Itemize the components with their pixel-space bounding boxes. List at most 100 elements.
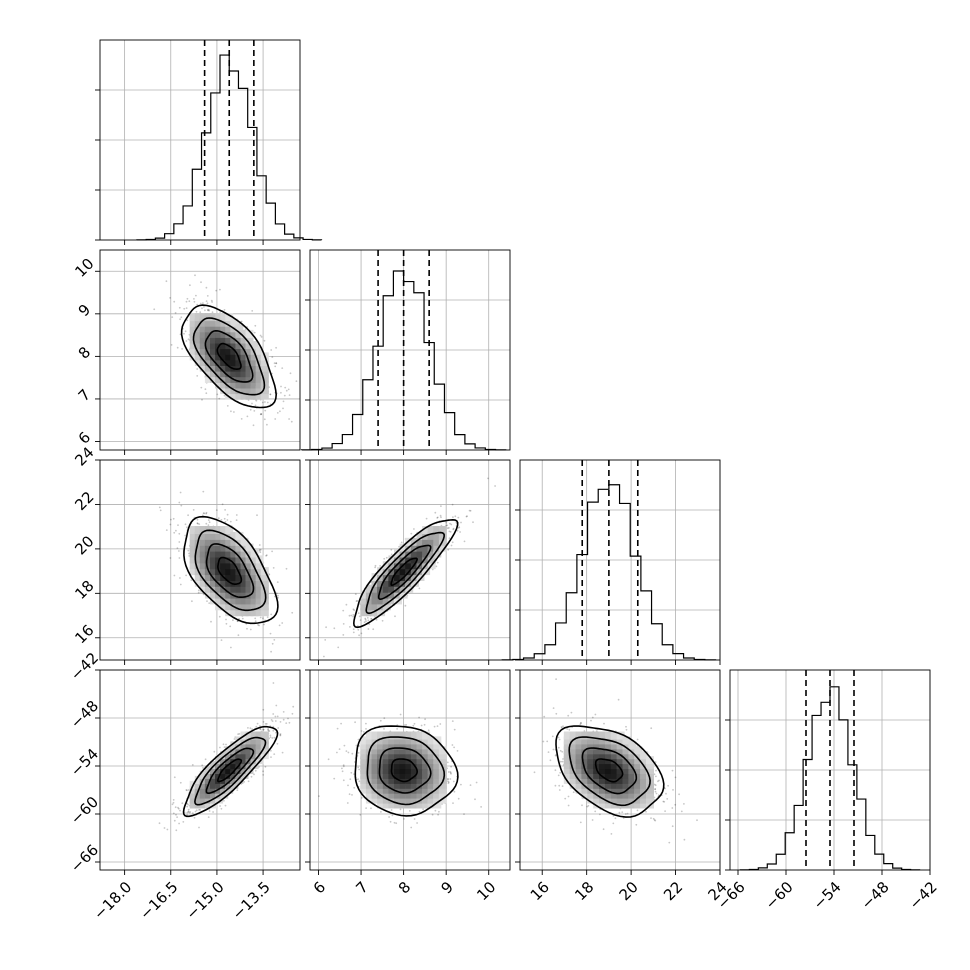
sample-point [218, 397, 221, 400]
density-cell [230, 363, 239, 372]
density-cell [416, 780, 425, 789]
sample-point [210, 620, 212, 623]
sample-point [204, 309, 206, 312]
density-cell [382, 785, 391, 794]
sample-point [272, 729, 275, 732]
density-cell [210, 584, 218, 593]
sample-point [352, 608, 355, 611]
panel-frame [309, 459, 511, 661]
sample-point [403, 724, 406, 726]
sample-point [259, 551, 262, 554]
density-cell [235, 374, 244, 383]
sample-point [446, 527, 449, 530]
density-cell [220, 555, 229, 564]
density-cell [399, 567, 408, 576]
density-cell [204, 775, 213, 784]
sample-point [215, 509, 218, 511]
density-cell [410, 756, 419, 765]
sample-point [187, 514, 190, 517]
density-cell [405, 584, 414, 593]
sample-point [188, 555, 191, 557]
sample-point [186, 811, 189, 814]
density-cells [360, 731, 447, 809]
sample-point [260, 336, 263, 338]
density-cell [255, 584, 264, 593]
density-cell [235, 363, 244, 372]
density-cell [204, 590, 213, 599]
density-cell [377, 795, 386, 804]
sample-point [422, 808, 424, 811]
density-cell [377, 766, 386, 774]
sample-point [254, 617, 257, 620]
sample-point [445, 521, 448, 524]
sample-point [213, 750, 216, 753]
sample-point [275, 362, 278, 365]
density-cell [360, 780, 369, 789]
sample-point [591, 819, 594, 821]
density-cell [204, 341, 213, 350]
density-cell [377, 590, 386, 599]
histogram-1 [300, 270, 507, 451]
sample-point [279, 734, 282, 737]
sample-point [224, 520, 227, 523]
sample-point [567, 714, 570, 717]
density-cell [365, 766, 374, 774]
sample-point [272, 713, 275, 715]
density-cell [240, 766, 249, 774]
density-cell [382, 756, 391, 765]
sample-point [260, 413, 262, 416]
density-cell [204, 324, 213, 333]
density-cell [204, 369, 213, 378]
density-cell [235, 537, 244, 546]
histogram-panel-0 [95, 39, 323, 241]
sample-point [359, 813, 362, 816]
density-cell [245, 386, 254, 395]
density-cell [210, 555, 218, 564]
density-cell [189, 555, 198, 564]
sample-point [173, 574, 176, 577]
sample-point [567, 804, 570, 807]
sample-point [241, 617, 244, 620]
sample-point [354, 593, 357, 595]
density-cell [220, 352, 229, 361]
sample-point [680, 810, 683, 813]
sample-point [446, 761, 449, 764]
sample-point [270, 613, 273, 616]
sample-point [250, 775, 253, 778]
density-cell [199, 352, 208, 361]
sample-point [465, 515, 468, 518]
density-cell [371, 746, 380, 755]
density-cell [365, 756, 374, 765]
sample-point [352, 614, 355, 616]
density-cell [427, 780, 436, 789]
density-cell [235, 736, 244, 745]
sample-point [253, 773, 255, 776]
sample-point [459, 531, 461, 533]
density-cell [394, 766, 402, 774]
density-cell [225, 756, 234, 765]
sample-point [346, 802, 349, 804]
sample-point [440, 505, 442, 507]
density-cell [210, 785, 218, 794]
sample-point [264, 723, 267, 725]
sample-point [410, 532, 413, 535]
sample-point [163, 827, 166, 829]
density-cell [235, 329, 244, 338]
density-cell [240, 543, 249, 552]
sample-point [205, 300, 208, 302]
sample-point [379, 565, 381, 567]
sample-point [678, 793, 680, 796]
density-cell [427, 549, 436, 558]
sample-point [264, 401, 266, 403]
density-cell [204, 537, 213, 546]
density-cell [189, 318, 198, 327]
sample-point [448, 537, 451, 540]
sample-point [653, 819, 656, 821]
density-cell [235, 543, 244, 552]
sample-point [201, 514, 204, 517]
sample-point [275, 704, 278, 707]
density-cell [405, 795, 414, 804]
density-cell [399, 741, 408, 750]
density-cell [377, 736, 386, 745]
density-cell [399, 780, 408, 789]
